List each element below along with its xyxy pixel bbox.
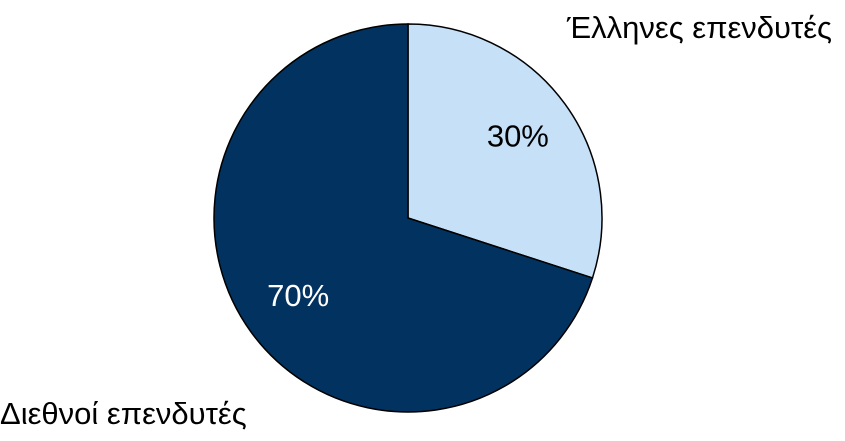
pie-slice (213, 23, 594, 413)
slice-category-label: Διεθνοί επενδυτές (0, 396, 247, 431)
slice-value-label: 70% (267, 278, 329, 313)
pie-slice (407, 23, 603, 279)
slice-value-label: 30% (487, 118, 549, 153)
slice-category-label: Έλληνες επενδυτές (566, 10, 832, 45)
